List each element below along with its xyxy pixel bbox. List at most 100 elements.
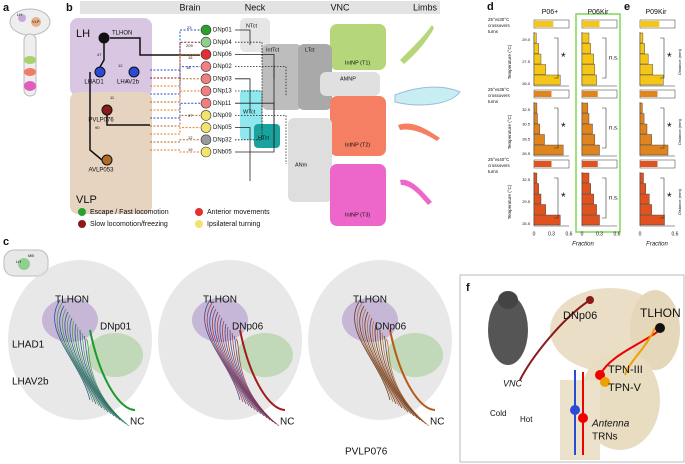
connection	[150, 66, 200, 95]
neuron-node	[94, 66, 106, 78]
x-tick-label: 0.6	[614, 231, 621, 237]
neuropil-label: WTct	[243, 109, 256, 115]
y-tick-label: 26.5	[522, 151, 531, 156]
neuron-label: DNp06	[375, 322, 407, 333]
neuron-branch	[219, 317, 259, 413]
neuron-branch	[379, 329, 421, 421]
dn-label: DNp05	[213, 125, 232, 131]
legend-label: Slow locomotion/freezing	[90, 221, 168, 228]
histogram-bar	[639, 183, 647, 194]
histogram-bar	[639, 64, 654, 75]
sig-bracket	[554, 177, 559, 219]
diagram-label: TLHON	[640, 306, 681, 320]
panel-label: b	[66, 2, 73, 14]
column-header: Brain	[179, 2, 200, 12]
neuron-branch	[79, 329, 121, 421]
diagram-label: TPN-III	[608, 364, 643, 376]
dn-node	[200, 61, 212, 72]
sig-bracket	[660, 107, 665, 149]
y-tick-label: 29.0	[522, 37, 531, 42]
synapse-count: 209	[186, 43, 193, 48]
histogram-bar	[581, 134, 596, 145]
dn-label: DNp01	[213, 28, 232, 34]
neuron-branch	[216, 314, 256, 411]
neuron-branch	[229, 329, 271, 421]
legend-dot	[78, 220, 86, 228]
histogram-bar	[639, 53, 649, 65]
neuron-label: DNp06	[232, 322, 264, 333]
neuron-branch	[372, 320, 412, 415]
neuron-branch	[222, 320, 262, 415]
neuron-branch	[64, 311, 103, 409]
neuron-label: NC	[280, 417, 294, 428]
row-label: crossovers	[488, 93, 511, 98]
histogram-bar	[533, 204, 546, 215]
histogram-bar	[581, 204, 597, 215]
x-tick-label: 0.3	[548, 231, 555, 237]
neuron-branch	[74, 323, 115, 417]
histogram-bar	[581, 144, 600, 156]
diagram-label: TRNs	[592, 432, 618, 443]
synapse-count: 19	[188, 147, 193, 152]
axis-label: Fraction	[572, 242, 594, 248]
histogram-bar	[639, 214, 665, 226]
connection	[150, 149, 200, 153]
histogram-bar	[533, 113, 538, 124]
dn-node	[200, 73, 212, 85]
neuron-node	[101, 104, 113, 116]
neuron-branch	[385, 338, 430, 427]
histogram-bar	[639, 102, 643, 114]
row-label: 25°vs40°C	[488, 157, 510, 162]
highlight-box	[575, 13, 621, 233]
dn-node	[200, 122, 212, 133]
dn-node	[200, 134, 212, 146]
brain-icon	[9, 8, 51, 97]
axis-label: Temperature (°C)	[507, 184, 512, 219]
histogram-bar	[581, 214, 600, 226]
dn-label: DNp13	[213, 89, 232, 95]
synapse-count: 47	[97, 52, 102, 57]
neuron-branch	[69, 317, 109, 413]
row-label: turns	[488, 99, 499, 104]
neuron-branch	[374, 323, 415, 417]
histogram-bar	[581, 32, 590, 44]
dn-label: DNp06	[213, 52, 232, 58]
x-tick-label: 0	[639, 231, 642, 237]
dn-node	[200, 24, 212, 36]
neuron-branch	[72, 320, 112, 415]
dn-label: DNp02	[213, 64, 232, 70]
histogram-bar	[639, 32, 644, 44]
histogram-bar	[581, 64, 596, 75]
y-tick-label: 32.5	[522, 177, 531, 182]
axis-label: Temperature (°C)	[507, 44, 512, 79]
legend-dot	[195, 220, 203, 228]
connection	[235, 66, 287, 96]
crossover-bar	[534, 21, 554, 27]
histogram-bar	[581, 74, 597, 86]
connection	[235, 78, 251, 113]
histogram-bar	[581, 183, 591, 194]
dn-node	[200, 146, 212, 158]
panel-label: c	[3, 236, 9, 248]
histogram-bar	[639, 193, 650, 205]
neuron-label: TLHON	[353, 295, 387, 306]
neuropil-label: IntNP (T1)	[345, 60, 370, 66]
histogram-bar	[533, 144, 564, 156]
diagram-label: DNp06	[563, 310, 597, 322]
connection	[150, 139, 200, 143]
dn-label: DNp32	[213, 137, 232, 143]
synapse-count: 90	[95, 125, 100, 130]
connection	[150, 102, 200, 119]
significance: *	[667, 120, 672, 134]
histogram-bar	[533, 193, 542, 205]
neuron-branch	[227, 326, 268, 419]
neuron-node	[128, 66, 140, 78]
sig-bracket	[660, 177, 665, 219]
sig-bracket	[602, 177, 607, 219]
neuron-label: TLHON	[55, 295, 89, 306]
neuron-branch	[54, 299, 91, 401]
histogram-bar	[533, 43, 539, 54]
row-label: turns	[488, 169, 499, 174]
connection	[235, 65, 275, 153]
neuron-branch	[77, 326, 118, 419]
